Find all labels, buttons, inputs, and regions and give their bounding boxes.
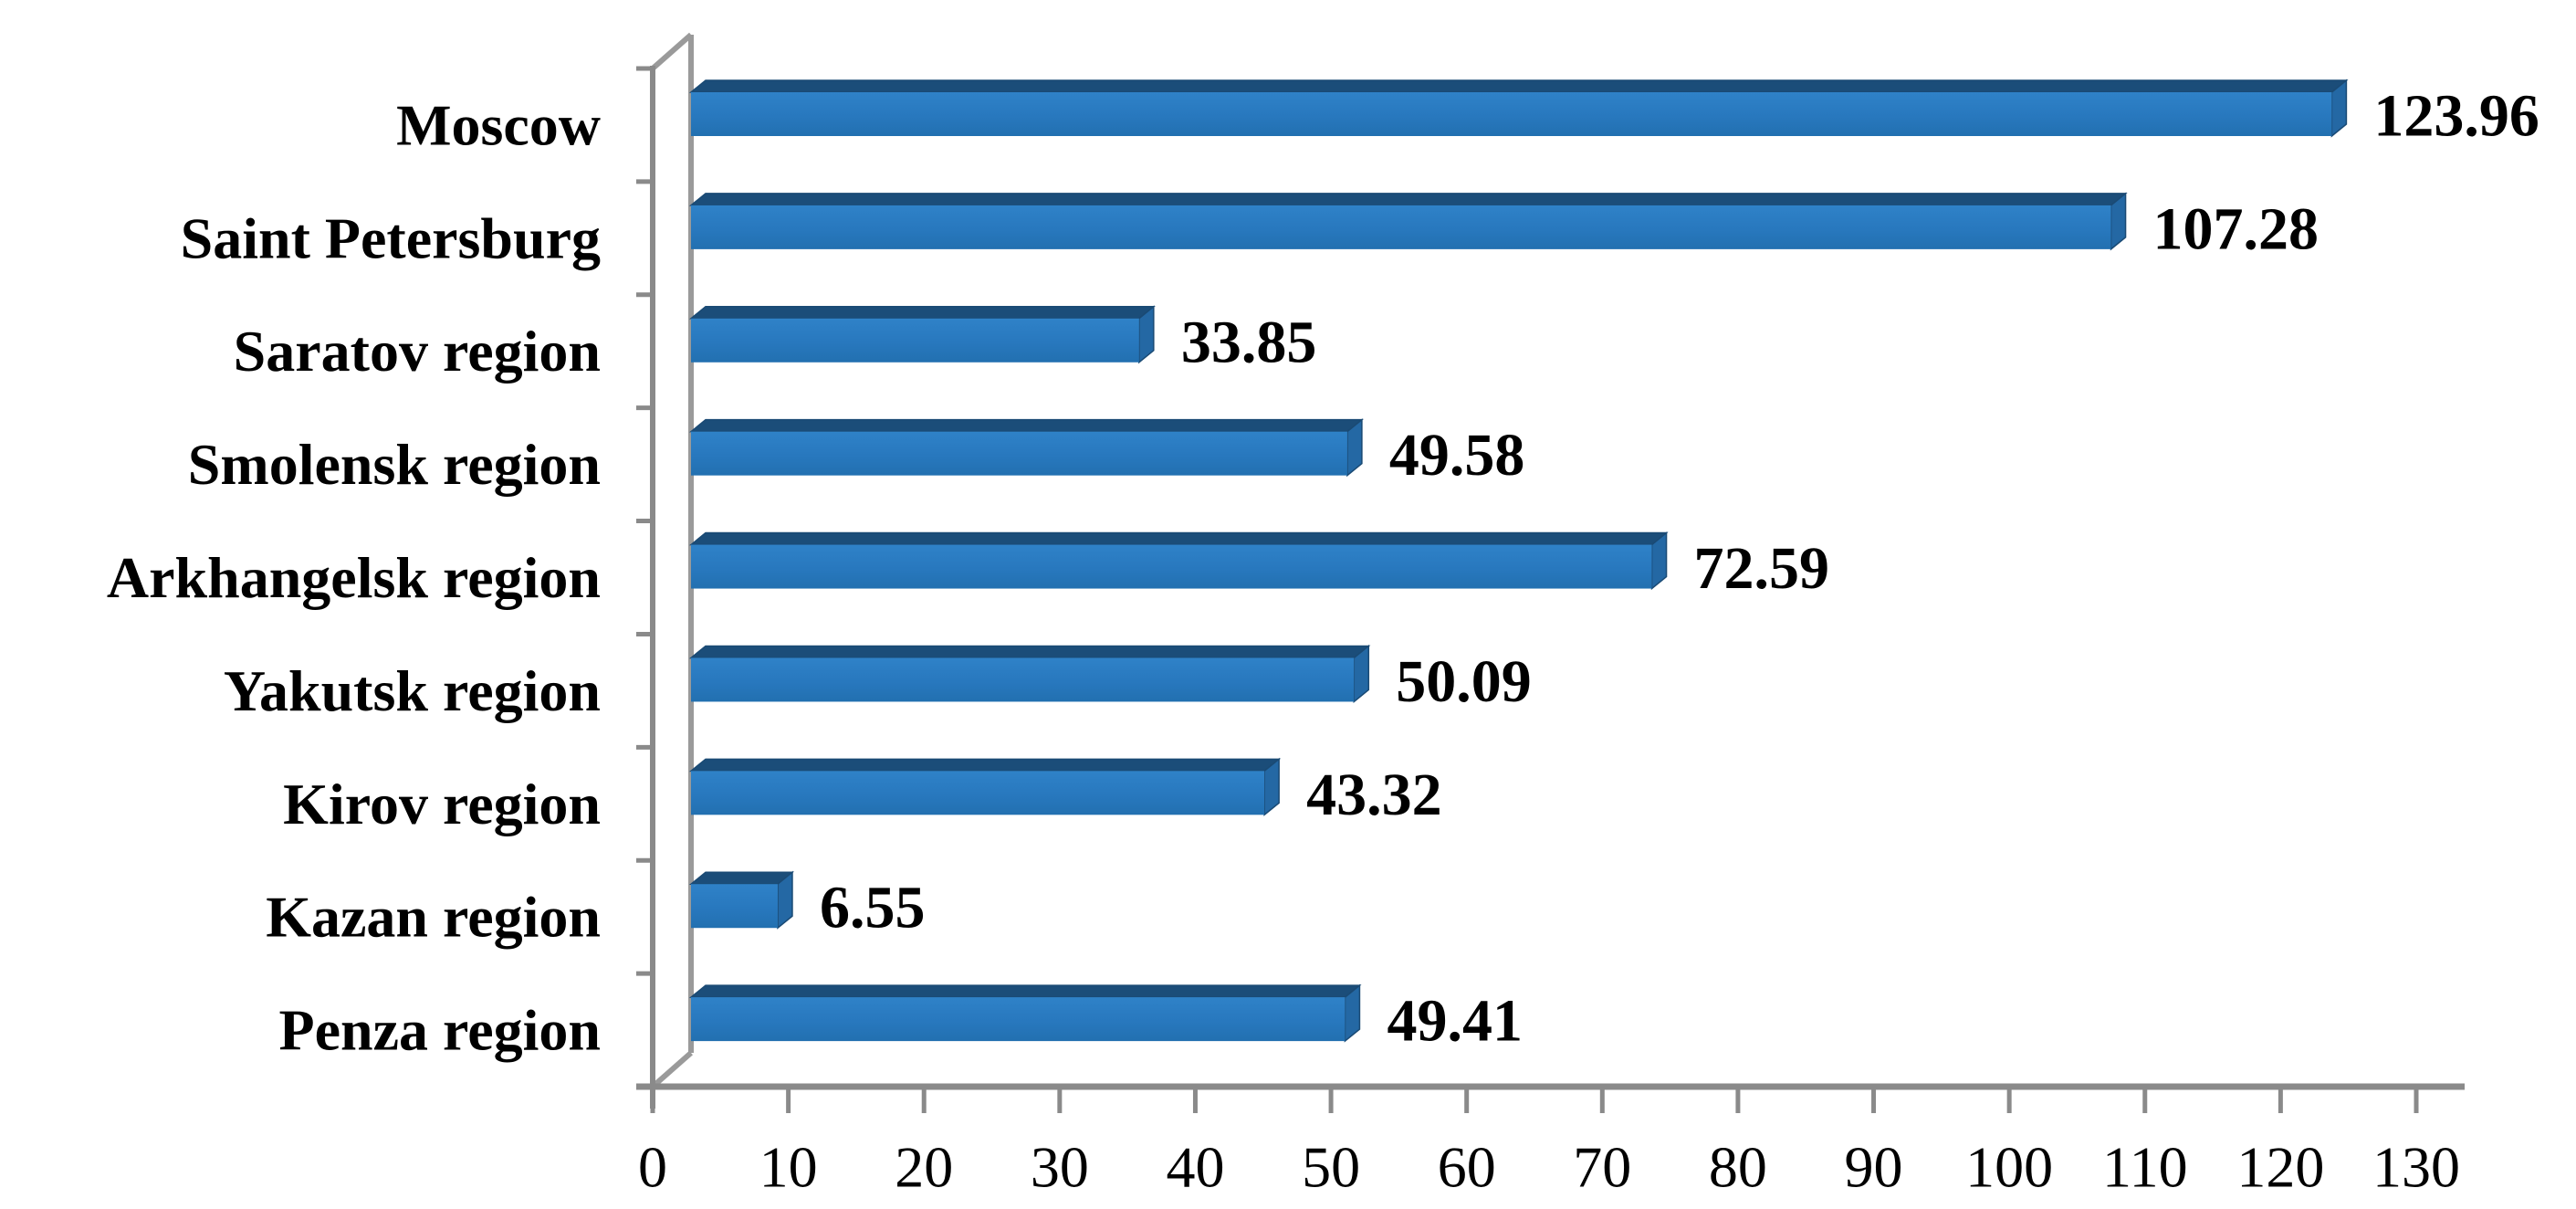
- category-label: Kazan region: [266, 885, 601, 950]
- bar: [688, 79, 2349, 138]
- value-label: 123.96: [2373, 83, 2539, 150]
- value-label: 49.41: [1387, 988, 1523, 1055]
- bar-top-face: [688, 306, 1156, 320]
- bar-front-face: [691, 92, 2332, 136]
- bar-top-face: [688, 193, 2128, 206]
- x-tick-label: 120: [2236, 1135, 2324, 1200]
- axes: 0 10 20 30 40 50 60 70 80 90 100 110 120 130: [636, 66, 2465, 1200]
- x-tick-label: 110: [2102, 1135, 2188, 1200]
- category-labels: Moscow Saint Petersburg Saratov region Smol…: [107, 92, 601, 1062]
- category-label: Arkhangelsk region: [107, 545, 601, 610]
- x-tick-label: 130: [2372, 1135, 2460, 1200]
- bar-top-face: [688, 645, 1371, 659]
- category-label: Yakutsk region: [224, 658, 601, 723]
- bar-front-face: [691, 431, 1347, 476]
- value-label: 49.58: [1389, 422, 1525, 489]
- bar-front-face: [691, 205, 2111, 249]
- x-tick-label: 70: [1573, 1135, 1631, 1200]
- x-tick-label: 30: [1031, 1135, 1089, 1200]
- wall-edges: [651, 32, 694, 1089]
- bar-top-face: [688, 418, 1365, 433]
- wall-edge-bottom: [651, 1050, 693, 1089]
- bar-front-face: [691, 771, 1265, 815]
- bar: [688, 870, 795, 930]
- bar-front-face: [691, 318, 1139, 363]
- x-tick-label: 0: [638, 1135, 667, 1200]
- value-label: 43.32: [1306, 762, 1442, 828]
- category-label: Penza region: [278, 998, 601, 1063]
- bar-side-face: [1353, 644, 1370, 704]
- category-label: Moscow: [396, 92, 601, 157]
- category-label: Smolensk region: [188, 432, 601, 497]
- bar-top-face: [688, 758, 1282, 773]
- value-label: 107.28: [2153, 195, 2319, 262]
- bar: [688, 192, 2128, 251]
- value-label: 50.09: [1396, 648, 1532, 715]
- bar-top-face: [688, 871, 795, 885]
- bar-front-face: [691, 544, 1652, 589]
- x-tick-label: 10: [759, 1135, 818, 1200]
- category-label: Saratov region: [234, 319, 601, 384]
- bar: [688, 757, 1282, 816]
- x-tick-label: 100: [1965, 1135, 2053, 1200]
- value-label: 72.59: [1694, 535, 1830, 602]
- bar-top-face: [688, 531, 1669, 546]
- bar-side-face: [1346, 418, 1363, 478]
- x-tick-label: 50: [1302, 1135, 1360, 1200]
- category-label: Kirov region: [283, 772, 601, 836]
- wall-edge-top: [651, 32, 693, 71]
- bar-front-face: [691, 657, 1355, 702]
- category-label: Saint Petersburg: [181, 205, 601, 270]
- bar: [688, 983, 1362, 1043]
- value-label: 33.85: [1181, 309, 1317, 375]
- value-label: 6.55: [820, 875, 926, 941]
- x-tick-label: 60: [1438, 1135, 1496, 1200]
- bar-front-face: [691, 997, 1346, 1042]
- bar: [688, 531, 1669, 591]
- bar-top-face: [688, 79, 2349, 93]
- bar: [688, 305, 1156, 364]
- x-tick-label: 80: [1709, 1135, 1767, 1200]
- bars: 123.96 107.28 33.85 49.58 72.59 50.09 43.32 6.5…: [688, 79, 2539, 1055]
- bar: [688, 644, 1371, 704]
- bar-front-face: [691, 884, 778, 929]
- x-tick-label: 90: [1845, 1135, 1903, 1200]
- x-tick-label: 40: [1166, 1135, 1224, 1200]
- x-tick-label: 20: [895, 1135, 953, 1200]
- bar: [688, 418, 1365, 478]
- bar-top-face: [688, 984, 1362, 998]
